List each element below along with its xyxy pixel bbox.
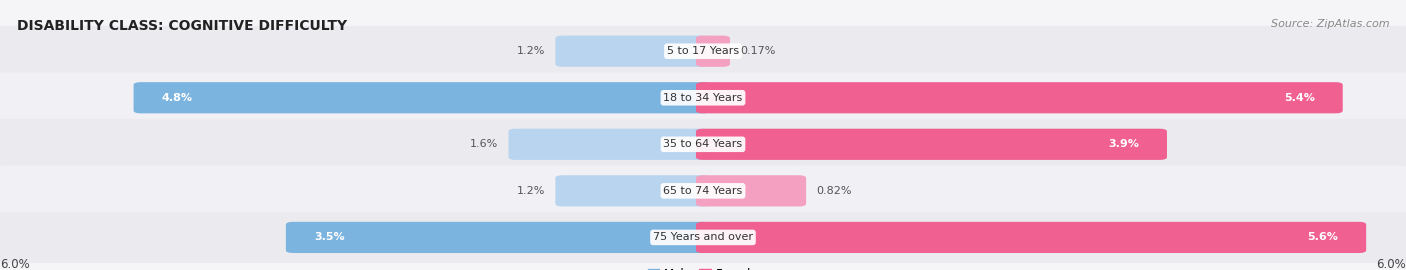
FancyBboxPatch shape	[0, 166, 1406, 216]
Text: 6.0%: 6.0%	[0, 258, 30, 270]
FancyBboxPatch shape	[0, 119, 1406, 170]
FancyBboxPatch shape	[696, 129, 1167, 160]
Text: 5 to 17 Years: 5 to 17 Years	[666, 46, 740, 56]
Text: 18 to 34 Years: 18 to 34 Years	[664, 93, 742, 103]
Text: 0.82%: 0.82%	[817, 186, 852, 196]
Text: 5.4%: 5.4%	[1284, 93, 1315, 103]
FancyBboxPatch shape	[134, 82, 710, 113]
FancyBboxPatch shape	[696, 82, 1343, 113]
Legend: Male, Female: Male, Female	[643, 263, 763, 270]
FancyBboxPatch shape	[509, 129, 710, 160]
Text: 6.0%: 6.0%	[1376, 258, 1406, 270]
FancyBboxPatch shape	[555, 36, 710, 67]
Text: 4.8%: 4.8%	[162, 93, 193, 103]
FancyBboxPatch shape	[696, 175, 806, 207]
FancyBboxPatch shape	[0, 212, 1406, 263]
Text: 65 to 74 Years: 65 to 74 Years	[664, 186, 742, 196]
Text: 0.17%: 0.17%	[741, 46, 776, 56]
FancyBboxPatch shape	[0, 72, 1406, 123]
FancyBboxPatch shape	[285, 222, 710, 253]
Text: 1.2%: 1.2%	[516, 186, 546, 196]
Text: 3.5%: 3.5%	[314, 232, 344, 242]
FancyBboxPatch shape	[0, 26, 1406, 77]
Text: 3.9%: 3.9%	[1108, 139, 1139, 149]
FancyBboxPatch shape	[696, 36, 730, 67]
Text: 1.6%: 1.6%	[470, 139, 498, 149]
Text: 75 Years and over: 75 Years and over	[652, 232, 754, 242]
Text: Source: ZipAtlas.com: Source: ZipAtlas.com	[1271, 19, 1389, 29]
Text: DISABILITY CLASS: COGNITIVE DIFFICULTY: DISABILITY CLASS: COGNITIVE DIFFICULTY	[17, 19, 347, 33]
FancyBboxPatch shape	[696, 222, 1367, 253]
Text: 35 to 64 Years: 35 to 64 Years	[664, 139, 742, 149]
FancyBboxPatch shape	[555, 175, 710, 207]
Text: 5.6%: 5.6%	[1308, 232, 1339, 242]
Text: 1.2%: 1.2%	[516, 46, 546, 56]
